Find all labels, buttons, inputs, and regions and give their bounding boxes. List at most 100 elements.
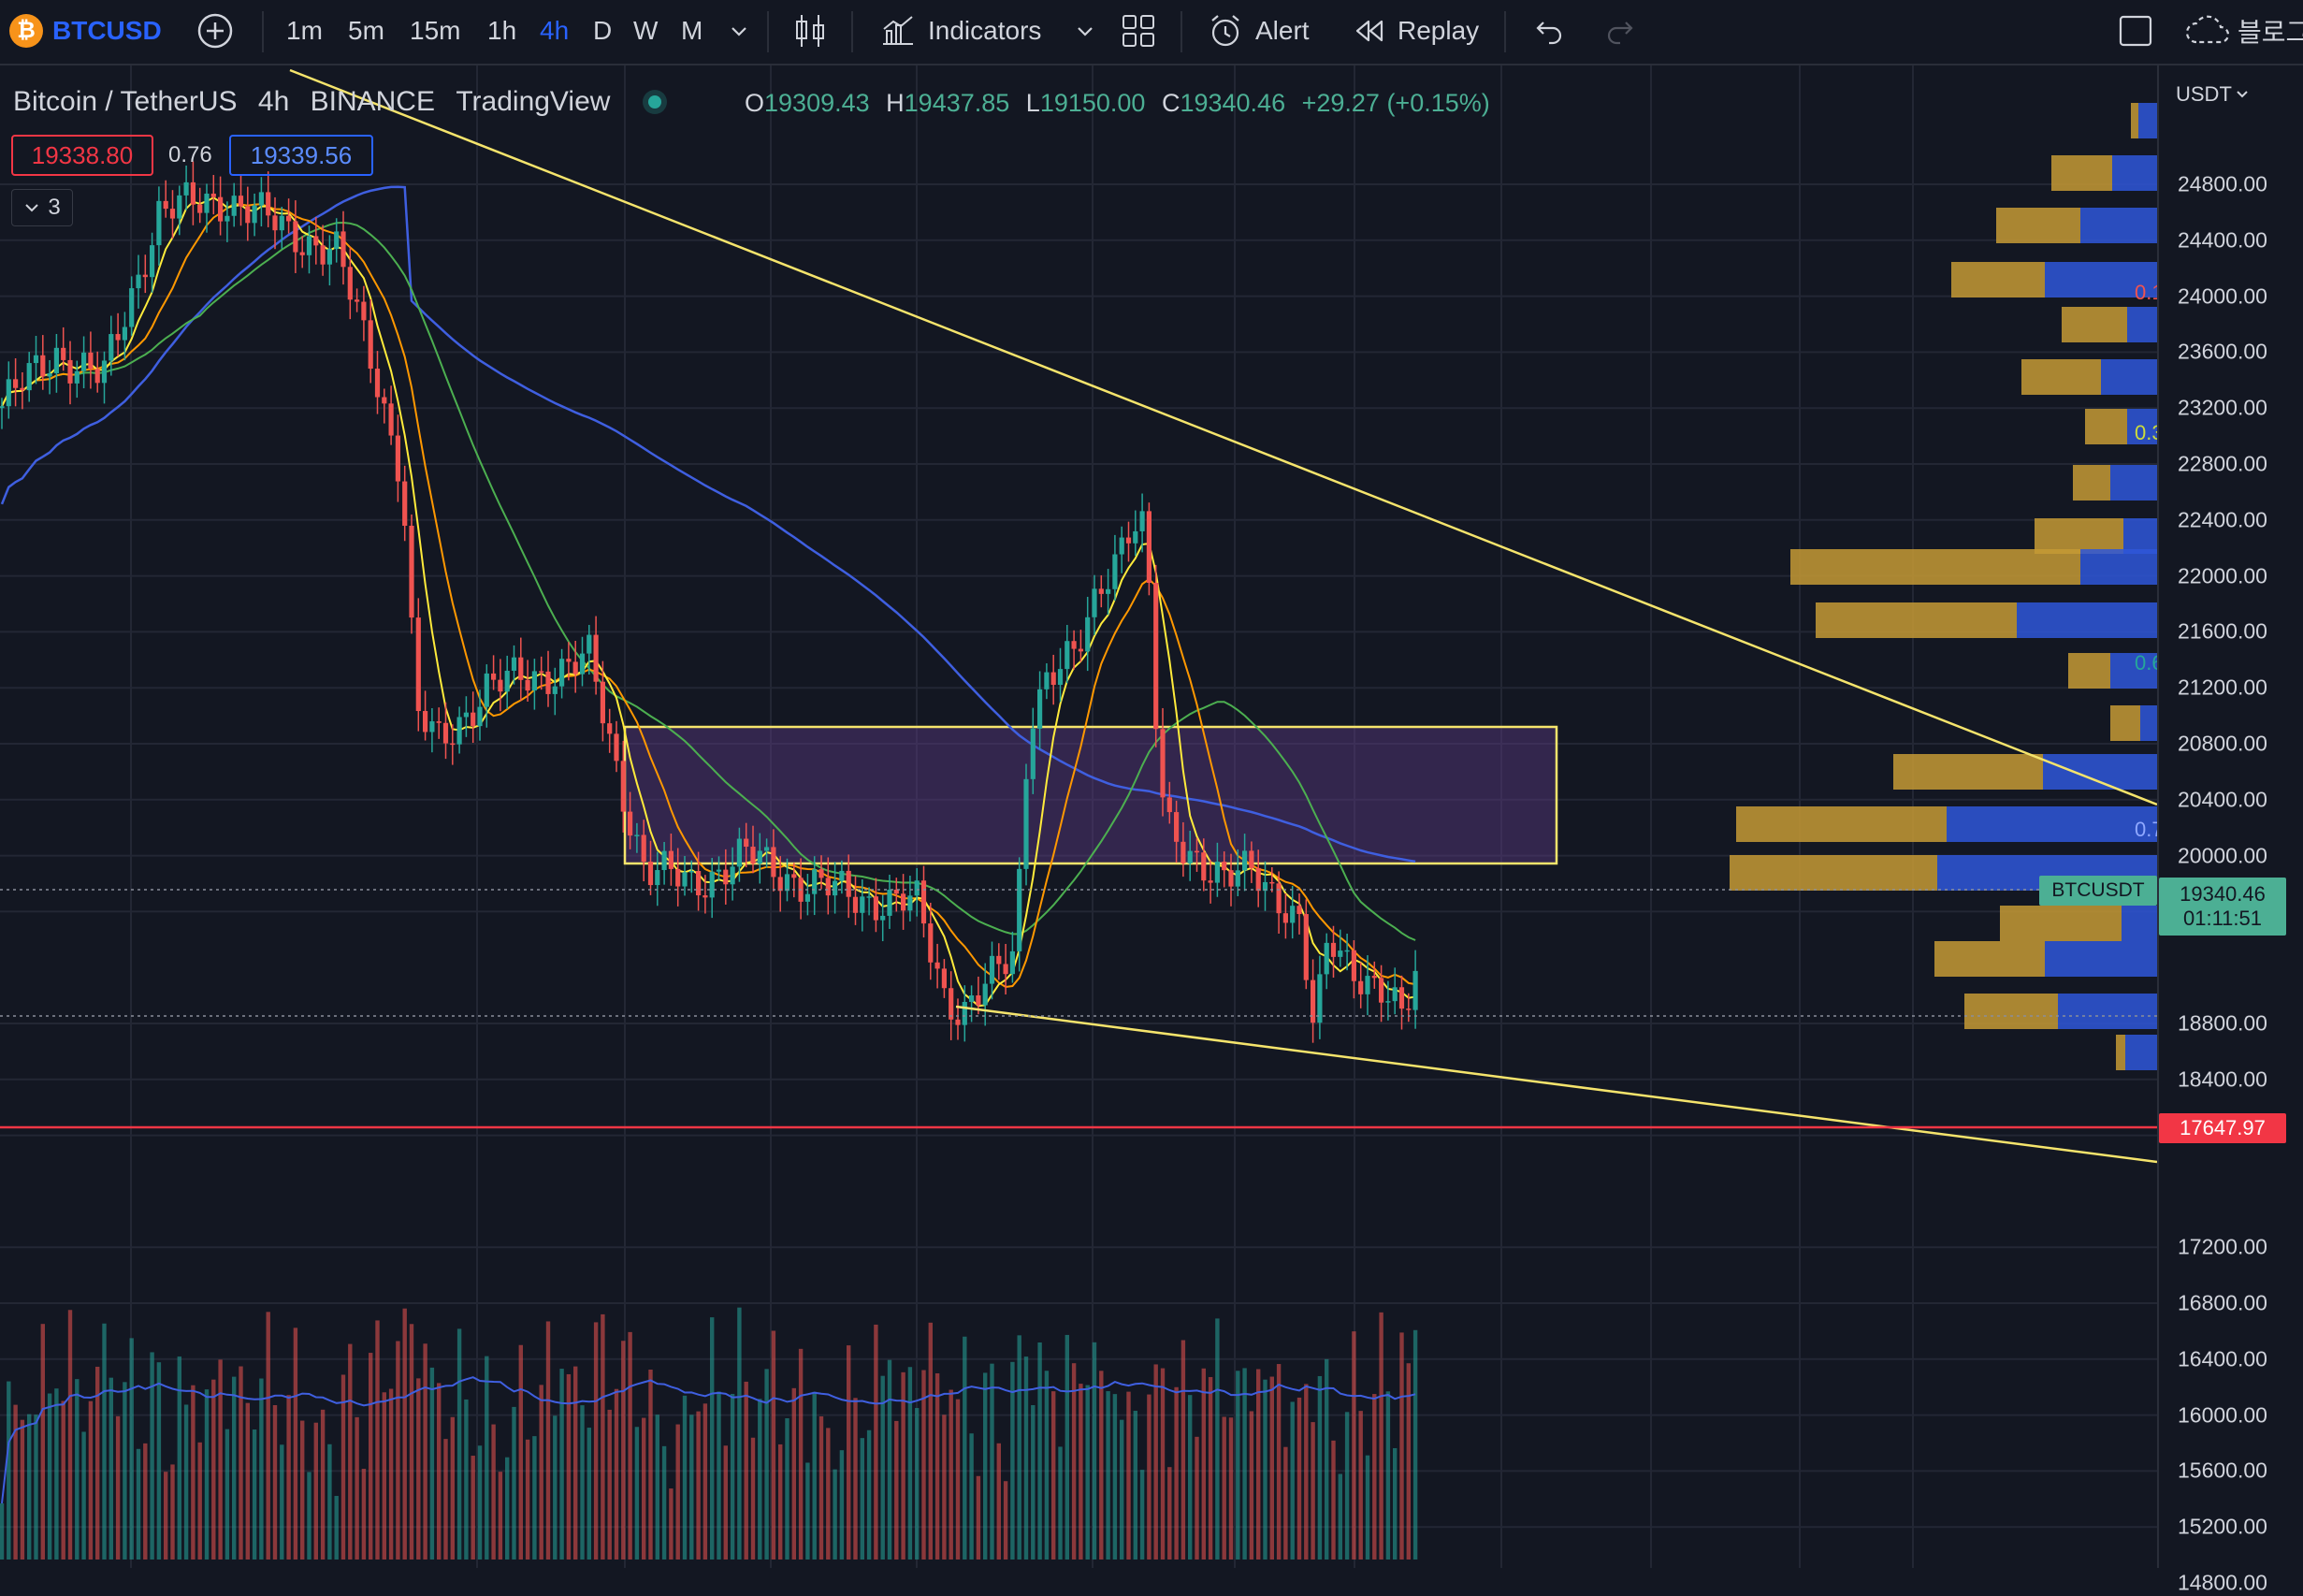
consolidation-zone[interactable] xyxy=(623,725,1558,865)
volume-bar xyxy=(771,1330,776,1560)
volume-bar xyxy=(327,1444,332,1560)
volume-bar xyxy=(88,1400,94,1560)
lower-trendline[interactable] xyxy=(955,1005,2157,1164)
ma-orange-line xyxy=(1,202,1416,989)
chart-pane[interactable]: Bitcoin / TetherUS 4h BINANCE TradingVie… xyxy=(0,65,2157,1568)
volume-bar xyxy=(648,1369,653,1560)
symbol-search[interactable]: ₿ BTCUSD xyxy=(9,0,162,62)
volume-bar xyxy=(778,1444,783,1560)
toolbar-divider xyxy=(262,11,264,52)
profile-bar-buy xyxy=(2080,208,2157,243)
volume-bar xyxy=(54,1388,59,1560)
candle-body xyxy=(744,838,749,848)
candle-body xyxy=(320,245,326,265)
candle-body xyxy=(1146,511,1152,583)
legend-exchange: BINANCE xyxy=(310,86,435,117)
volume-bar xyxy=(702,1403,708,1560)
timeframe-m[interactable]: M xyxy=(681,16,703,45)
timeframe-d[interactable]: D xyxy=(593,16,613,45)
candle-body xyxy=(1092,588,1097,617)
volume-bar xyxy=(826,1428,831,1560)
timeframe-w[interactable]: W xyxy=(633,16,659,45)
volume-bar xyxy=(545,1321,551,1560)
volume-bar xyxy=(785,1418,789,1560)
candle-body xyxy=(1392,987,1398,1002)
volume-bar xyxy=(1153,1364,1158,1560)
profile-bar-sell xyxy=(2085,409,2127,444)
upper-trendline[interactable] xyxy=(289,68,2157,806)
sell-price-button[interactable]: 19338.80 xyxy=(11,135,153,176)
candle-body xyxy=(620,761,626,812)
spread-value: 0.76 xyxy=(168,142,212,167)
candle-body xyxy=(996,955,1002,965)
volume-bar xyxy=(833,1469,837,1560)
candle-body xyxy=(402,481,408,526)
profile-bar-buy xyxy=(2138,103,2157,138)
candle-body xyxy=(614,733,619,762)
candle-body xyxy=(26,363,32,391)
indicators-collapse-toggle[interactable]: 3 xyxy=(11,189,73,226)
volume-bar xyxy=(505,1457,510,1560)
cloud-save-button[interactable]: 블로그 xyxy=(2183,0,2303,62)
timeframe-1m[interactable]: 1m xyxy=(286,16,323,45)
timeframe-4h[interactable]: 4h xyxy=(540,16,570,45)
layout-button[interactable] xyxy=(1121,0,1156,62)
timeframe-dropdown[interactable] xyxy=(728,0,750,62)
alert-price-label[interactable]: 17647.97 xyxy=(2159,1113,2286,1143)
candle-body xyxy=(395,435,400,482)
candle-body xyxy=(20,387,25,391)
profile-label: 0.1 xyxy=(2135,281,2157,304)
candle-body xyxy=(1228,870,1234,887)
candle-body xyxy=(1330,942,1337,957)
candle-body xyxy=(423,711,428,733)
candle-body xyxy=(1174,812,1180,842)
volume-bar xyxy=(0,1503,5,1560)
chart-type-button[interactable] xyxy=(793,0,827,62)
candle-body xyxy=(1344,950,1350,952)
indicators-button[interactable]: Indicators xyxy=(879,0,1041,62)
candle-body xyxy=(531,671,537,691)
candle-body xyxy=(545,671,551,694)
volume-bar xyxy=(934,1372,940,1560)
candle-body xyxy=(552,686,558,694)
timeframe-1h[interactable]: 1h xyxy=(487,16,517,45)
candle-body xyxy=(833,880,838,896)
fullscreen-button[interactable] xyxy=(2118,0,2153,62)
volume-bar xyxy=(614,1388,619,1560)
candle-body xyxy=(374,369,381,398)
redo-button[interactable] xyxy=(1603,0,1635,62)
alert-button[interactable]: Alert xyxy=(1207,0,1310,62)
currency-selector[interactable]: USDT xyxy=(2176,82,2249,107)
candle-body xyxy=(150,245,155,278)
currency-label: USDT xyxy=(2176,82,2232,106)
candle-body xyxy=(976,994,981,1006)
candle-body xyxy=(1044,672,1050,689)
legend-title[interactable]: Bitcoin / TetherUS xyxy=(13,86,238,117)
candle-body xyxy=(628,811,633,836)
price-tick-label: 24800.00 xyxy=(2178,171,2267,196)
compare-symbol-button[interactable] xyxy=(196,0,234,62)
chevron-down-icon xyxy=(2237,91,2248,98)
undo-button[interactable] xyxy=(1534,0,1566,62)
candle-body xyxy=(340,231,346,268)
price-tick-label: 16800.00 xyxy=(2178,1290,2267,1315)
candle-body xyxy=(463,712,469,718)
candle-body xyxy=(252,205,257,224)
price-scale[interactable]: USDT 24800.00 24400.00 24000.00 23600.00 232… xyxy=(2157,65,2303,1595)
timeframe-5m[interactable]: 5m xyxy=(348,16,384,45)
volume-bar xyxy=(1174,1386,1179,1560)
candle-body xyxy=(771,847,776,878)
candle-body xyxy=(409,525,414,618)
profile-bar-buy xyxy=(2122,906,2157,941)
candle-body xyxy=(688,871,694,873)
timeframe-15m[interactable]: 15m xyxy=(410,16,461,45)
chart-canvas[interactable] xyxy=(0,65,2157,1568)
volume-bar xyxy=(1399,1332,1404,1560)
volume-bar xyxy=(969,1433,974,1560)
buy-price-button[interactable]: 19339.56 xyxy=(229,135,373,176)
candle-body xyxy=(1003,964,1008,975)
replay-button[interactable]: Replay xyxy=(1353,0,1479,62)
candle-body xyxy=(818,869,824,878)
volume-bar xyxy=(553,1415,558,1560)
templates-dropdown[interactable] xyxy=(1074,0,1096,62)
